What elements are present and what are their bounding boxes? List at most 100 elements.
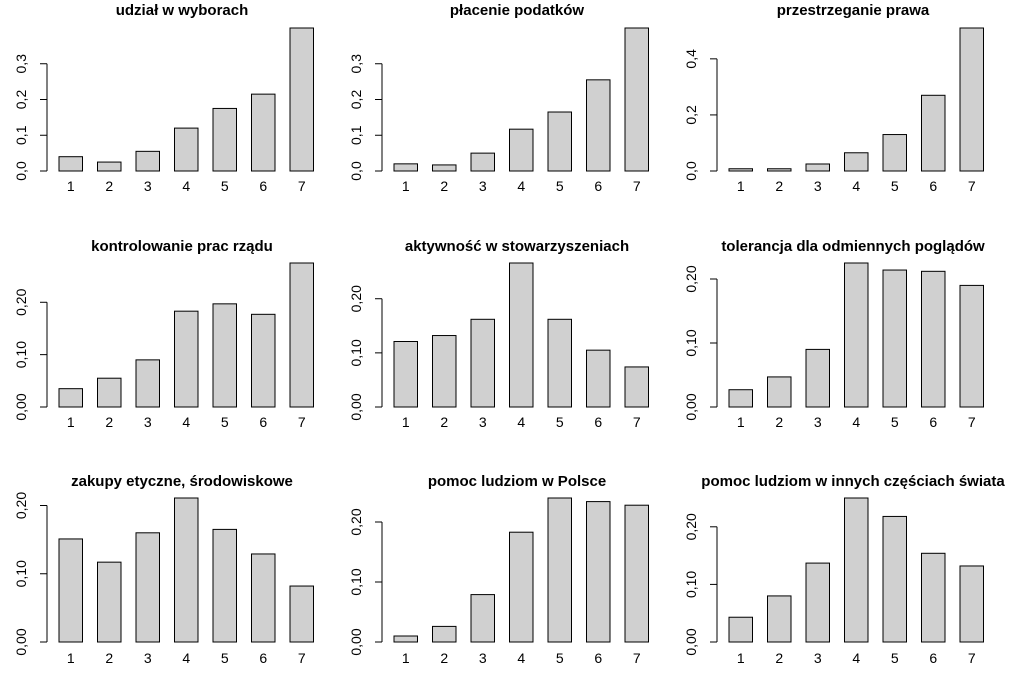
x-tick-label: 7 <box>968 178 976 194</box>
x-tick-label: 3 <box>144 178 152 194</box>
chart-title: zakupy etyczne, środowiskowe <box>71 473 293 490</box>
chart-panel-8: pomoc ludziom w Polsce 1 2 3 4 5 6 7 0,00 0,10 0,2… <box>348 473 649 666</box>
bar-7 <box>289 262 314 408</box>
x-tick-label: 6 <box>929 414 937 430</box>
bar-2 <box>767 595 792 643</box>
bar-4 <box>174 310 199 408</box>
x-tick-label: 2 <box>440 650 448 666</box>
y-tick-label: 0,20 <box>683 513 699 540</box>
bar-3 <box>135 359 160 408</box>
x-tick-label: 1 <box>402 650 410 666</box>
x-tick-label: 1 <box>67 178 75 194</box>
y-tick-label: 0,20 <box>13 492 29 519</box>
chart-title: pomoc ludziom w Polsce <box>428 473 606 490</box>
bar-1 <box>393 163 418 172</box>
x-tick-label: 7 <box>968 650 976 666</box>
x-tick-label: 6 <box>259 414 267 430</box>
bar-1 <box>393 340 418 408</box>
x-tick-label: 7 <box>633 414 641 430</box>
x-tick-label: 5 <box>221 650 229 666</box>
x-tick-label: 6 <box>259 178 267 194</box>
y-tick-label: 0,2 <box>683 105 699 125</box>
bar-7 <box>289 27 314 172</box>
x-tick-label: 2 <box>440 414 448 430</box>
bar-2 <box>97 377 122 408</box>
x-tick-label: 6 <box>259 650 267 666</box>
y-tick-label: 0,10 <box>13 341 29 368</box>
x-tick-label: 1 <box>402 178 410 194</box>
bar-4 <box>509 262 534 408</box>
x-tick-label: 6 <box>594 650 602 666</box>
bar-1 <box>58 538 83 643</box>
x-tick-label: 5 <box>221 414 229 430</box>
x-tick-label: 7 <box>633 650 641 666</box>
y-tick-label: 0,10 <box>683 571 699 598</box>
y-tick-label: 0,20 <box>348 508 364 535</box>
bar-5 <box>212 303 237 408</box>
chart-panel-9: pomoc ludziom w innych częściach świata 1… <box>683 473 1005 666</box>
bar-7 <box>959 27 984 172</box>
bar-3 <box>470 318 495 408</box>
chart-panel-4: kontrolowanie prac rządu 1 2 3 4 5 6 7 0,00 0,10 0… <box>13 238 314 430</box>
chart-title: tolerancja dla odmiennych poglądów <box>721 238 985 255</box>
x-tick-label: 1 <box>737 178 745 194</box>
x-tick-label: 4 <box>182 178 190 194</box>
y-tick-label: 0,10 <box>13 560 29 587</box>
bar-4 <box>509 128 534 172</box>
x-tick-label: 5 <box>891 178 899 194</box>
x-tick-label: 2 <box>440 178 448 194</box>
bar-2 <box>432 625 457 643</box>
y-tick-label: 0,3 <box>13 54 29 74</box>
bar-2 <box>432 335 457 408</box>
x-tick-label: 6 <box>594 178 602 194</box>
bar-3 <box>470 594 495 643</box>
x-tick-label: 5 <box>891 650 899 666</box>
bar-1 <box>393 635 418 643</box>
chart-title: pomoc ludziom w innych częściach świata <box>701 473 1005 490</box>
bar-3 <box>470 152 495 172</box>
y-tick-label: 0,2 <box>348 90 364 110</box>
y-tick-label: 0,3 <box>348 54 364 74</box>
bar-7 <box>624 504 649 643</box>
x-tick-label: 3 <box>144 414 152 430</box>
y-tick-label: 0,00 <box>13 393 29 420</box>
x-tick-label: 4 <box>182 414 190 430</box>
bar-5 <box>882 134 907 172</box>
x-tick-label: 2 <box>105 414 113 430</box>
bar-6 <box>251 93 276 172</box>
bar-1 <box>728 168 753 172</box>
bar-7 <box>289 585 314 643</box>
bar-2 <box>767 168 792 172</box>
chart-panel-3: przestrzeganie prawa 1 2 3 4 5 6 7 0,0 0,2 0,4 <box>683 2 984 194</box>
chart-title: udział w wyborach <box>116 2 249 19</box>
bar-6 <box>586 79 611 172</box>
y-tick-label: 0,00 <box>348 628 364 655</box>
bar-2 <box>97 561 122 643</box>
bar-7 <box>624 27 649 172</box>
y-tick-label: 0,0 <box>683 161 699 181</box>
y-tick-label: 0,00 <box>683 393 699 420</box>
bar-4 <box>509 531 534 643</box>
bar-4 <box>844 262 869 408</box>
chart-panel-2: płacenie podatków 1 2 3 4 5 6 7 0,0 0,1 0,2 0,3 <box>348 2 649 194</box>
bar-3 <box>805 562 830 643</box>
y-tick-label: 0,20 <box>13 288 29 315</box>
bar-5 <box>212 107 237 172</box>
x-tick-label: 4 <box>182 650 190 666</box>
x-tick-label: 4 <box>517 650 525 666</box>
x-tick-label: 1 <box>737 650 745 666</box>
bar-6 <box>586 501 611 643</box>
bar-1 <box>58 388 83 408</box>
x-tick-label: 2 <box>775 414 783 430</box>
x-tick-label: 6 <box>929 178 937 194</box>
x-tick-label: 4 <box>852 178 860 194</box>
chart-title: aktywność w stowarzyszeniach <box>405 238 629 255</box>
x-tick-label: 5 <box>891 414 899 430</box>
bar-4 <box>174 497 199 643</box>
bar-1 <box>728 616 753 643</box>
chart-title: płacenie podatków <box>450 2 585 19</box>
bar-2 <box>97 161 122 172</box>
bar-6 <box>586 349 611 408</box>
x-tick-label: 1 <box>67 650 75 666</box>
